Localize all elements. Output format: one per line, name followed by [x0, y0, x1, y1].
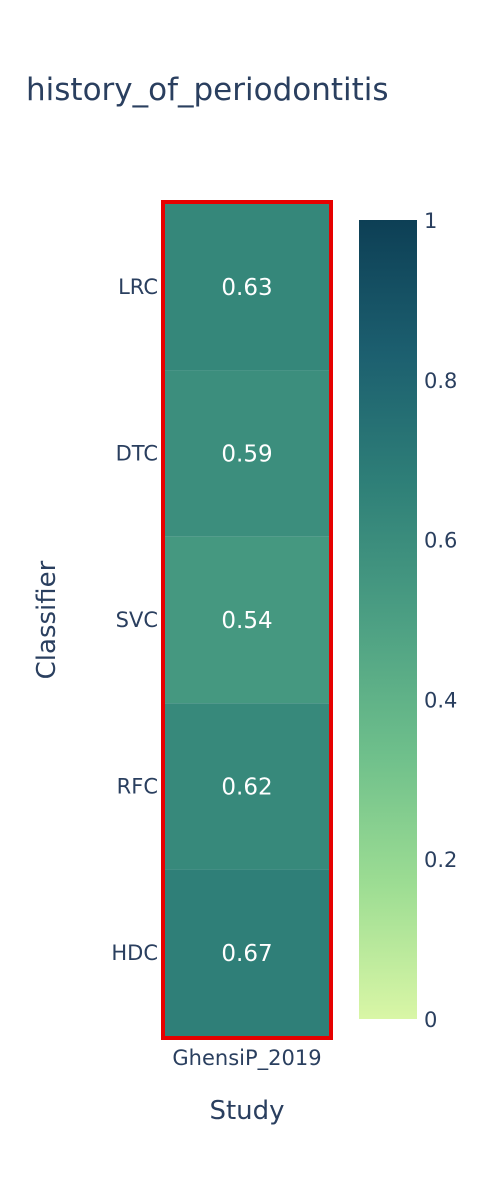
heatmap-cell-dtc — [165, 370, 329, 537]
cell-value-label-dtc: 0.59 — [221, 442, 272, 468]
cell-value-label-lrc: 0.63 — [221, 275, 272, 301]
colorbar — [359, 220, 417, 1019]
heatmap-cell-rfc — [165, 703, 329, 870]
x-tick-label: GhensiP_2019 — [172, 1046, 321, 1071]
heatmap-cell-lrc — [165, 204, 329, 371]
heatmap-cell-hdc — [165, 869, 329, 1036]
colorbar-tick-label: 0 — [424, 1008, 437, 1032]
colorbar-tick-label: 0.8 — [424, 369, 457, 393]
x-axis-title: Study — [209, 1096, 284, 1126]
colorbar-tick-label: 1 — [424, 209, 437, 233]
cell-value-label-svc: 0.54 — [221, 608, 272, 634]
heatmap-cell-svc — [165, 536, 329, 704]
highlight-box — [161, 200, 333, 1040]
chart-title: history_of_periodontitis — [26, 72, 389, 108]
cell-value-label-hdc: 0.67 — [221, 941, 272, 967]
y-tick-label: SVC — [116, 608, 158, 632]
y-tick-label: DTC — [116, 442, 158, 466]
cell-value-label-rfc: 0.62 — [221, 774, 272, 800]
y-tick-label: RFC — [117, 774, 158, 798]
colorbar-tick-label: 0.4 — [424, 688, 457, 712]
y-axis-title: Classifier — [32, 560, 62, 679]
colorbar-tick-label: 0.2 — [424, 848, 457, 872]
y-tick-label: LRC — [118, 275, 158, 299]
colorbar-tick-label: 0.6 — [424, 529, 457, 553]
y-tick-label: HDC — [111, 941, 158, 965]
